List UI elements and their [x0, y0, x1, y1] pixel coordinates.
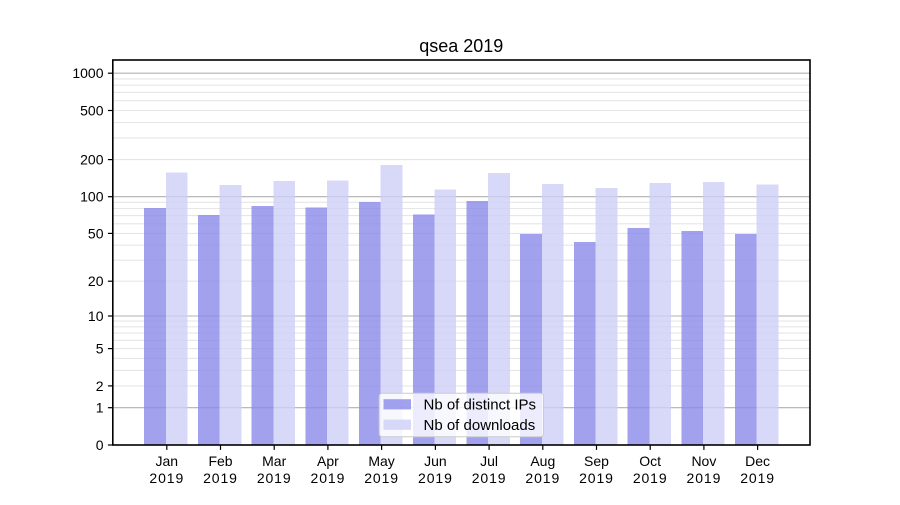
- svg-text:qsea 2019: qsea 2019: [419, 36, 503, 56]
- svg-text:2019: 2019: [311, 470, 346, 486]
- svg-text:Nb of distinct IPs: Nb of distinct IPs: [424, 397, 537, 414]
- svg-text:May: May: [368, 453, 394, 469]
- svg-text:2019: 2019: [149, 470, 184, 486]
- svg-text:20: 20: [88, 273, 104, 289]
- svg-text:500: 500: [80, 102, 104, 118]
- svg-text:2019: 2019: [633, 470, 668, 486]
- svg-text:2: 2: [96, 378, 104, 394]
- svg-text:2019: 2019: [257, 470, 292, 486]
- svg-text:Oct: Oct: [639, 453, 661, 469]
- svg-text:2019: 2019: [472, 470, 507, 486]
- svg-text:1: 1: [96, 400, 104, 416]
- svg-text:100: 100: [80, 189, 104, 205]
- svg-text:0: 0: [96, 437, 104, 453]
- svg-text:Jan: Jan: [156, 453, 179, 469]
- svg-text:2019: 2019: [364, 470, 399, 486]
- svg-text:Sep: Sep: [584, 453, 609, 469]
- svg-text:Feb: Feb: [208, 453, 232, 469]
- svg-text:Mar: Mar: [262, 453, 286, 469]
- svg-text:2019: 2019: [525, 470, 560, 486]
- svg-text:Nb of downloads: Nb of downloads: [424, 417, 536, 434]
- svg-text:Aug: Aug: [530, 453, 555, 469]
- svg-text:2019: 2019: [740, 470, 775, 486]
- svg-text:Dec: Dec: [745, 453, 770, 469]
- svg-text:200: 200: [80, 152, 104, 168]
- svg-text:10: 10: [88, 308, 104, 324]
- svg-text:2019: 2019: [203, 470, 238, 486]
- svg-text:2019: 2019: [687, 470, 722, 486]
- svg-text:50: 50: [88, 225, 104, 241]
- svg-text:5: 5: [96, 341, 104, 357]
- svg-text:1000: 1000: [72, 65, 103, 81]
- svg-text:2019: 2019: [579, 470, 614, 486]
- svg-text:Jun: Jun: [424, 453, 447, 469]
- svg-text:2019: 2019: [418, 470, 453, 486]
- svg-text:Apr: Apr: [317, 453, 339, 469]
- svg-text:Nov: Nov: [691, 453, 716, 469]
- svg-text:Jul: Jul: [480, 453, 498, 469]
